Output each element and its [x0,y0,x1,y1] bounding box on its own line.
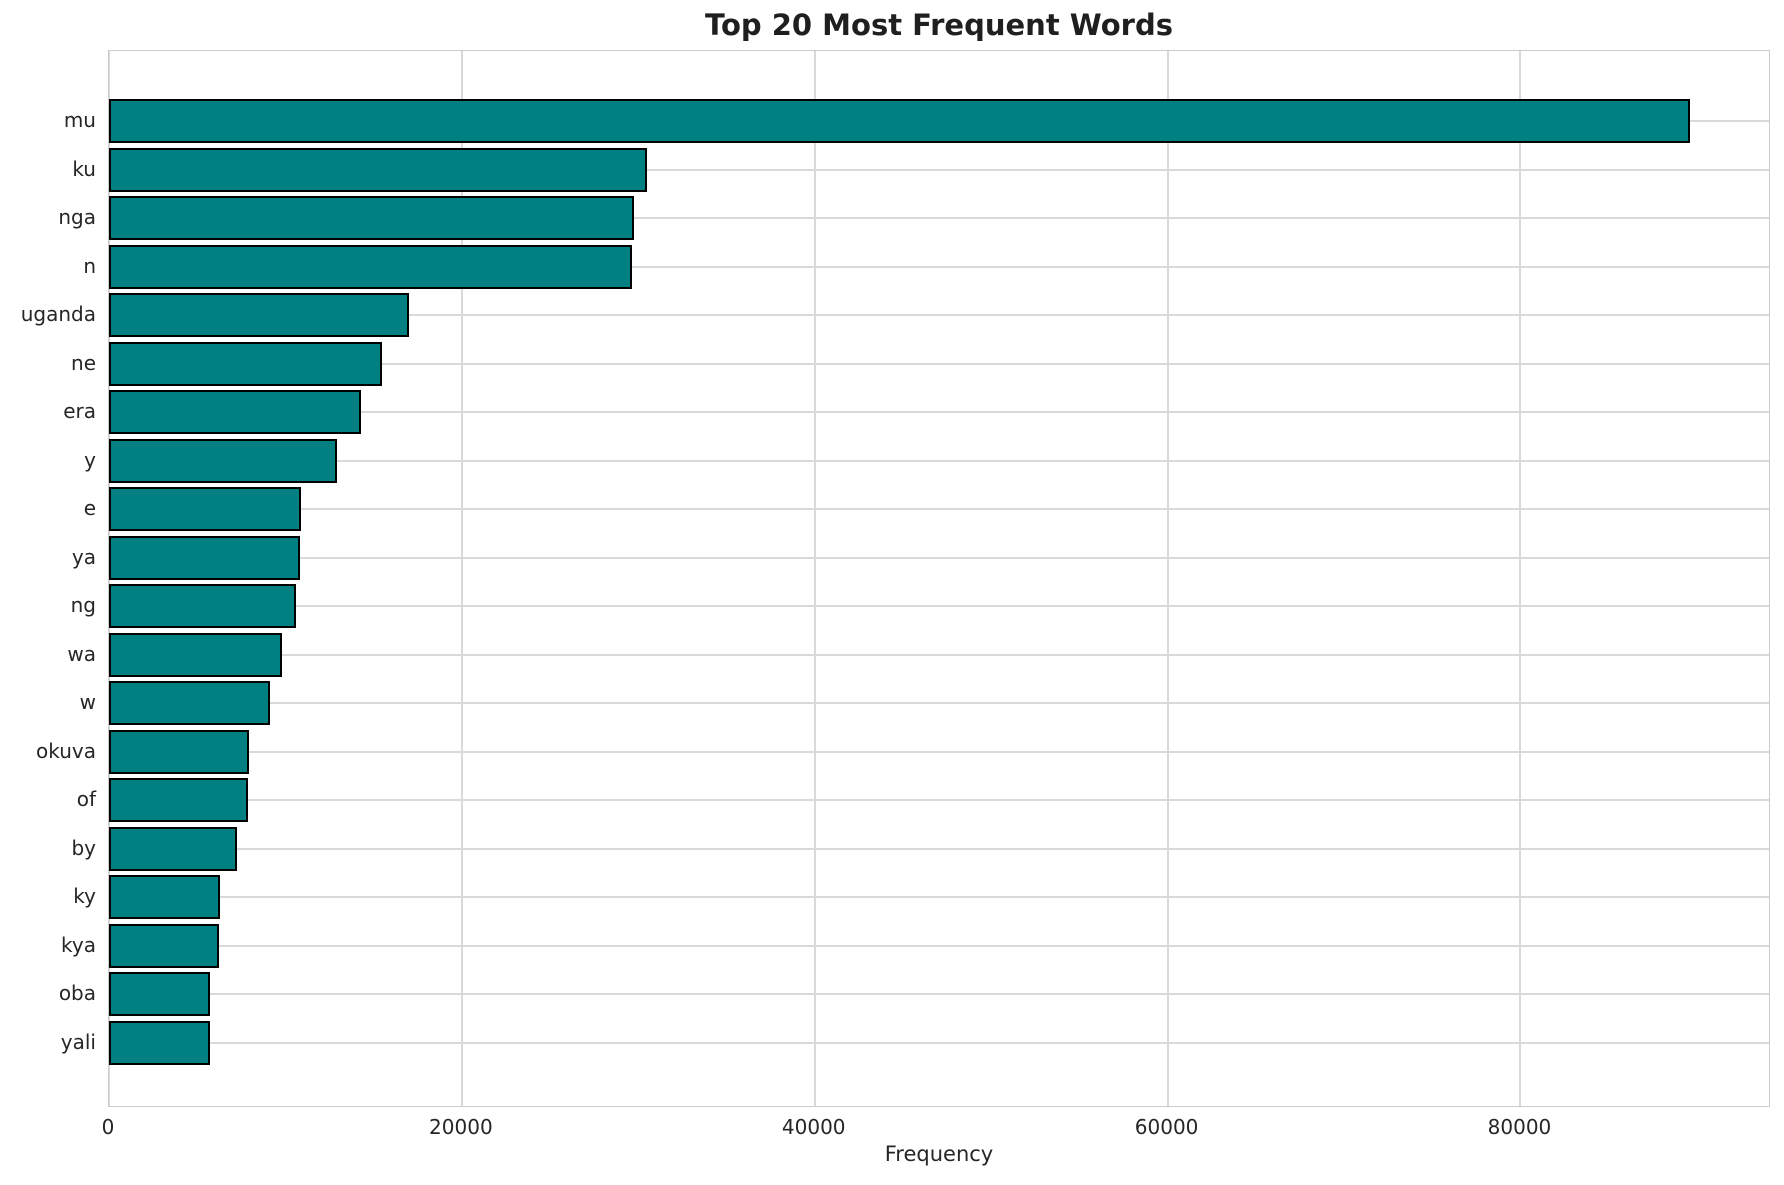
bar-mu [109,99,1690,143]
gridline-horizontal [109,799,1769,801]
bar-ng [109,584,297,628]
bar-wa [109,632,282,677]
gridline-horizontal [109,508,1769,510]
y-tick-label-oba: oba [58,981,96,1005]
y-tick-label-mu: mu [63,108,96,132]
x-tick-label-80000: 80000 [1487,1115,1552,1139]
bar-nga [109,196,634,240]
y-tick-label-nga: nga [58,205,96,229]
gridline-horizontal [109,265,1769,268]
gridline-vertical [1166,51,1169,1106]
y-tick-label-ya: ya [71,544,96,569]
gridline-vertical [813,51,816,1106]
bar-ne [109,341,382,386]
x-tick-label-0: 0 [101,1115,115,1139]
y-tick-label-ne: ne [71,350,96,375]
gridline-horizontal [109,605,1769,607]
bar-yali [109,1020,210,1065]
y-tick-label-ku: ku [72,156,96,181]
y-tick-label-wa: wa [67,641,96,666]
bar-uganda [109,293,409,337]
y-tick-label-e: e [83,496,96,520]
gridline-horizontal [109,1041,1769,1044]
y-tick-label-yali: yali [60,1029,96,1054]
bar-ku [109,147,648,192]
y-tick-label-era: era [63,399,96,423]
bar-n [109,244,633,289]
bar-y [109,438,337,483]
gridline-horizontal [109,411,1769,413]
plot-area [108,50,1770,1107]
gridline-horizontal [109,993,1769,995]
y-tick-label-okuva: okuva [36,738,96,763]
bar-era [109,390,362,434]
bar-kya [109,923,220,968]
y-tick-label-kya: kya [61,932,96,957]
gridline-horizontal [109,653,1769,656]
gridline-horizontal [109,217,1769,219]
x-tick-label-40000: 40000 [781,1115,846,1139]
y-tick-label-uganda: uganda [20,302,96,326]
y-tick-label-ng: ng [70,593,96,617]
bar-w [109,681,270,725]
bar-ya [109,535,300,580]
gridline-horizontal [109,847,1769,850]
gridline-horizontal [109,556,1769,559]
y-tick-label-n: n [83,253,96,278]
gridline-horizontal [109,168,1769,171]
gridline-horizontal [109,459,1769,462]
x-tick-label-20000: 20000 [429,1115,493,1139]
x-axis-label: Frequency [884,1142,994,1166]
gridline-horizontal [109,896,1769,898]
chart-title: Top 20 Most Frequent Words [705,8,1173,42]
gridline-horizontal [109,314,1769,316]
gridline-vertical [1519,51,1522,1106]
x-tick-label-60000: 60000 [1134,1115,1199,1139]
y-tick-label-ky: ky [73,884,96,908]
bar-oba [109,972,211,1016]
bar-of [109,778,249,822]
bar-ky [109,875,221,919]
y-tick-label-y: y [84,447,96,472]
gridline-horizontal [109,362,1769,365]
gridline-horizontal [109,702,1769,704]
y-tick-label-of: of [76,787,96,811]
bar-okuva [109,729,250,774]
gridline-horizontal [109,944,1769,947]
y-tick-label-w: w [79,690,96,714]
gridline-vertical [460,51,463,1106]
gridline-horizontal [109,750,1769,753]
y-tick-label-by: by [71,835,96,860]
bar-by [109,826,237,871]
bar-e [109,487,302,531]
